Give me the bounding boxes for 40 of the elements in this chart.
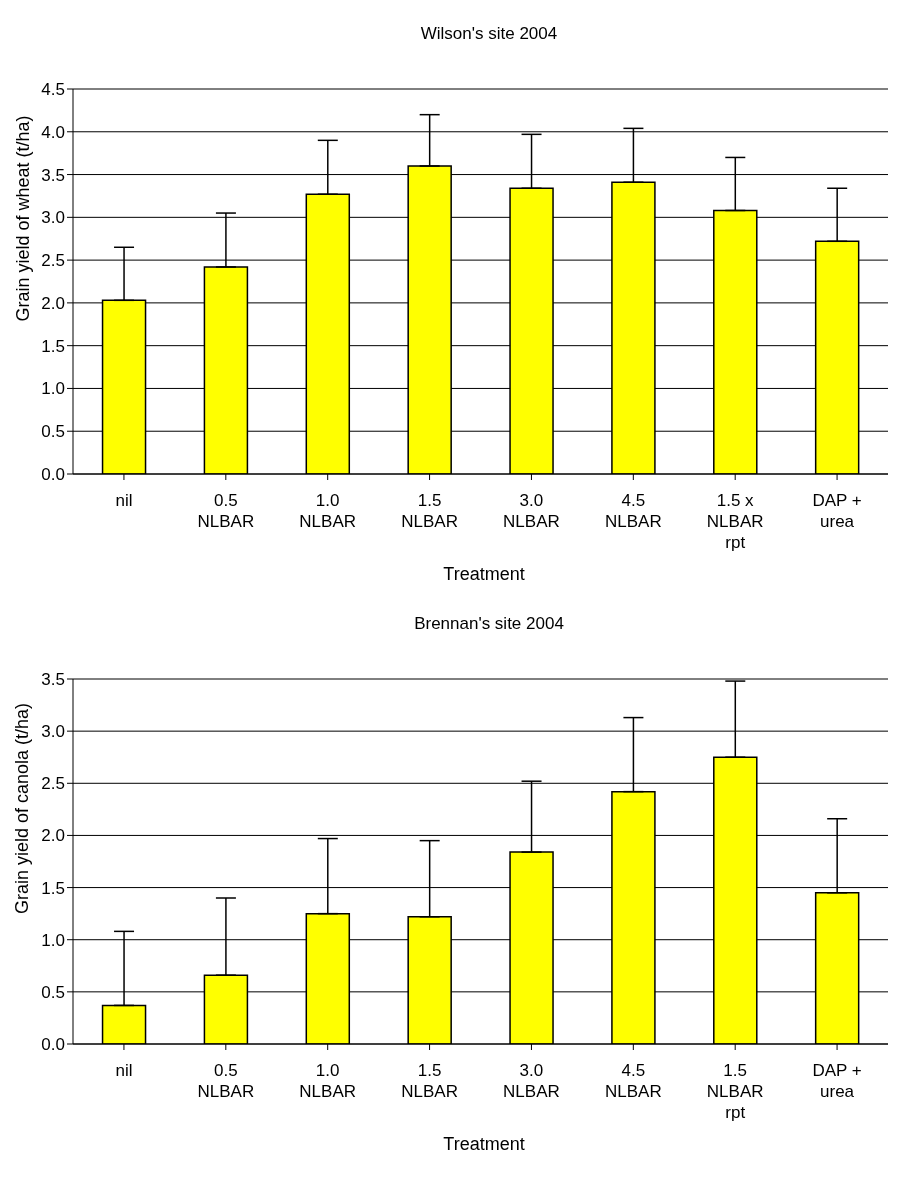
x-tick-label: nil [115,491,133,510]
x-tick-label: 1.5 NLBAR [401,1061,458,1101]
y-axis-title: Grain yield of canola (t/ha) [12,702,34,914]
y-tick-label: 2.5 [41,251,65,271]
x-tick-label: nil [115,1061,133,1080]
y-tick-label: 4.5 [41,80,65,100]
y-tick-label: 1.5 [41,336,65,356]
x-axis-title: Treatment [442,564,526,585]
y-tick-label: 3.0 [41,208,65,228]
y-tick-label: 0.5 [41,982,65,1002]
x-tick-label: 1.5 NLBAR rpt [706,1061,764,1122]
x-tick-label: 4.5 NLBAR [604,1061,662,1101]
x-tick-label: 1.5 x NLBAR rpt [706,491,764,552]
x-tick-label: DAP + urea [812,1061,862,1101]
y-tick-label: 0.0 [41,1035,65,1055]
x-tick-label: 1.0 NLBAR [299,1061,357,1101]
x-tick-label: 3.0 NLBAR [503,491,560,531]
y-tick-label: 1.0 [41,930,65,950]
y-tick-label: 1.5 [41,878,65,898]
x-tick-label: 1.5 NLBAR [401,491,458,531]
y-tick-label: 2.0 [41,293,65,313]
y-tick-label: 0.0 [41,465,65,485]
y-tick-label: 3.0 [41,722,65,742]
y-tick-label: 2.5 [41,774,65,794]
x-tick-label: 0.5 NLBAR [197,1061,255,1101]
y-axis-title: Grain yield of wheat (t/ha) [12,114,34,322]
y-tick-label: 3.5 [41,165,65,185]
x-tick-label: 0.5 NLBAR [197,491,255,531]
y-tick-label: 2.0 [41,826,65,846]
x-tick-label: 3.0 NLBAR [503,1061,560,1101]
x-tick-label: 1.0 NLBAR [299,491,357,531]
x-tick-label: 4.5 NLBAR [604,491,662,531]
y-tick-label: 1.0 [41,379,65,399]
y-tick-label: 4.0 [41,122,65,142]
x-tick-label: DAP + urea [812,491,862,531]
x-axis-title: Treatment [442,1134,526,1155]
y-tick-label: 3.5 [41,670,65,690]
y-tick-label: 0.5 [41,422,65,442]
chart-title: Brennan's site 2004 [413,613,565,635]
chart-title: Wilson's site 2004 [419,23,559,45]
